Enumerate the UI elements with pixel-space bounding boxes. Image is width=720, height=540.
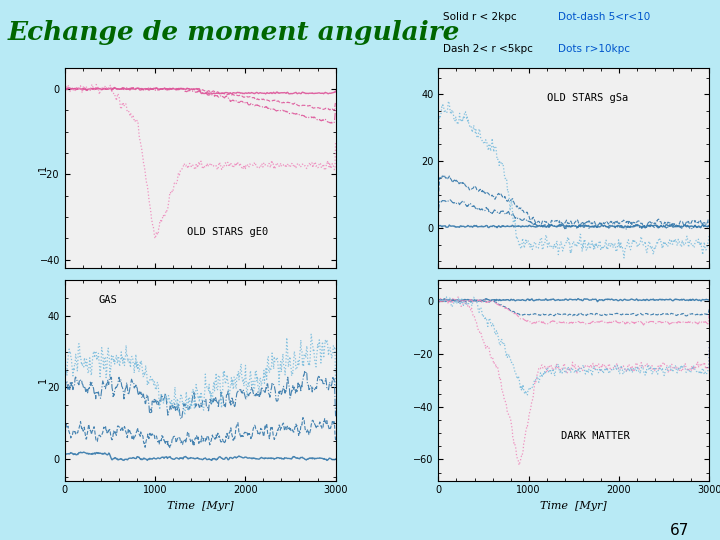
Text: 1: 1 bbox=[38, 165, 48, 171]
Text: Dot-dash 5<r<10: Dot-dash 5<r<10 bbox=[558, 12, 650, 22]
Text: Echange de moment angulaire: Echange de moment angulaire bbox=[7, 20, 459, 45]
Text: OLD STARS gSa: OLD STARS gSa bbox=[546, 92, 628, 103]
Text: Dash 2< r <5kpc: Dash 2< r <5kpc bbox=[443, 44, 533, 54]
Text: GAS: GAS bbox=[99, 295, 117, 305]
Text: DARK MATTER: DARK MATTER bbox=[561, 431, 630, 442]
X-axis label: Time  [Myr]: Time [Myr] bbox=[167, 501, 233, 511]
Text: Dots r>10kpc: Dots r>10kpc bbox=[558, 44, 630, 54]
Text: Solid r < 2kpc: Solid r < 2kpc bbox=[443, 12, 516, 22]
Text: OLD STARS gE0: OLD STARS gE0 bbox=[186, 227, 268, 237]
Text: 67: 67 bbox=[670, 523, 689, 538]
X-axis label: Time  [Myr]: Time [Myr] bbox=[541, 501, 607, 511]
Text: 1: 1 bbox=[38, 377, 48, 383]
